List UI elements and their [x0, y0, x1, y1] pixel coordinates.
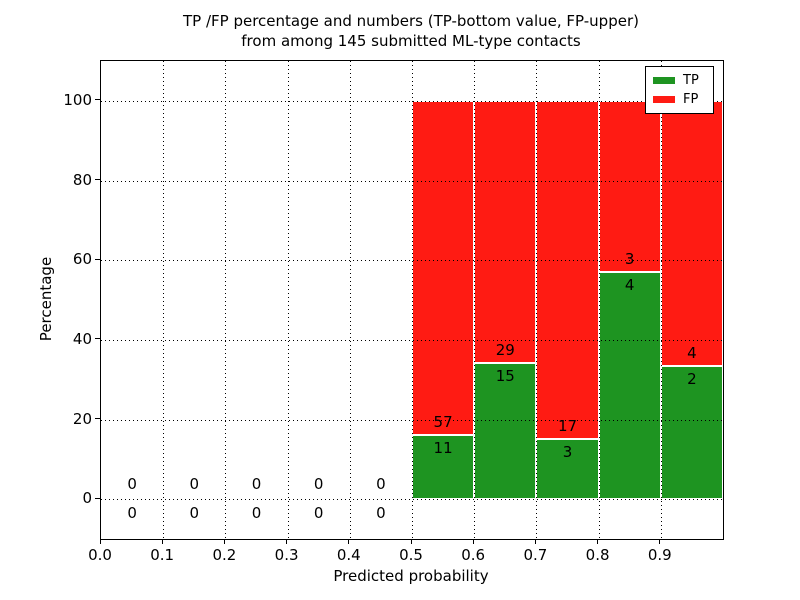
gridline-x-0.8	[598, 61, 600, 539]
y-axis-label: Percentage	[37, 256, 55, 342]
tp-count-label: 4	[624, 275, 635, 294]
x-tick-label-0.8: 0.8	[585, 546, 610, 564]
y-tick-20	[95, 418, 100, 419]
y-tick-80	[95, 179, 100, 180]
x-tick-0.8	[597, 539, 599, 544]
bar-fp-0.9-1	[660, 100, 723, 367]
plot-area: 0 0 0 0 0 0 0 0 0 0 57 11 29 15 17 3 3 4 4 2	[100, 60, 724, 540]
gridline-x-0.5	[412, 61, 413, 539]
fp-count-label: 0	[313, 475, 324, 494]
x-tick-label-0.2: 0.2	[212, 546, 237, 564]
fp-count-label: 0	[251, 475, 262, 494]
y-tick-60	[95, 258, 100, 260]
fp-count-label: 0	[376, 475, 386, 494]
x-tick-label-0.1: 0.1	[150, 546, 175, 564]
tp-count-label: 0	[251, 504, 262, 523]
y-tick-0	[95, 497, 100, 499]
x-tick-label-0.0: 0.0	[88, 546, 112, 564]
x-tick-0.3	[286, 539, 288, 544]
tp-swatch-icon	[653, 76, 675, 84]
tp-count-label: 0	[189, 504, 200, 523]
y-tick-label-80: 80	[72, 170, 92, 189]
y-tick-label-40: 40	[72, 329, 92, 348]
x-tick-label-0.7: 0.7	[523, 546, 548, 564]
gridline-x-0.4	[349, 61, 351, 539]
gridline-x-0.9	[660, 61, 662, 539]
legend-label-fp: FP	[683, 92, 699, 108]
fp-count-label: 29	[495, 341, 515, 360]
gridline-x-0.3	[287, 61, 289, 539]
fp-count-label: 4	[687, 344, 697, 363]
x-tick-label-0.4: 0.4	[336, 546, 361, 564]
x-tick-label-0.6: 0.6	[461, 546, 486, 564]
x-tick-label-0.3: 0.3	[274, 546, 299, 564]
bar-fp-0.7-0.8	[536, 100, 599, 440]
x-tick-label-0.5: 0.5	[399, 546, 423, 564]
bar-tp-0.9-1	[660, 366, 723, 500]
tp-count-label: 0	[376, 504, 386, 523]
x-tick-0.4	[348, 539, 350, 544]
gridline-x-0.6	[474, 61, 476, 539]
x-tick-0.6	[472, 539, 474, 544]
fp-count-label: 3	[624, 249, 635, 268]
y-tick-label-0: 0	[82, 489, 92, 508]
legend-label-tp: TP	[683, 72, 699, 88]
y-tick-label-100: 100	[63, 90, 92, 109]
x-tick-0	[99, 539, 101, 544]
y-tick-40	[95, 338, 100, 340]
x-tick-0.5	[410, 539, 412, 544]
tp-count-label: 2	[687, 370, 697, 389]
tp-count-label: 0	[127, 504, 137, 523]
x-tick-0.2	[223, 539, 225, 544]
gridline-x-0.1	[163, 61, 165, 539]
bar-tp-0.6-0.7	[474, 363, 537, 500]
x-axis-label: Predicted probability	[333, 567, 489, 585]
gridline-x-0.2	[225, 61, 227, 539]
legend-item-tp: TP	[646, 74, 713, 87]
y-tick-100	[95, 99, 100, 101]
bar-fp-0.6-0.7	[474, 100, 537, 364]
tp-count-label: 3	[562, 443, 573, 462]
bar-tp-0.5-0.6	[412, 434, 475, 500]
tp-count-label: 11	[433, 438, 453, 457]
chart-title-line1: TP /FP percentage and numbers (TP-bottom…	[183, 12, 639, 30]
x-tick-0.9	[659, 539, 661, 544]
x-tick-label-0.9: 0.9	[647, 546, 672, 564]
chart-title: TP /FP percentage and numbers (TP-bottom…	[100, 11, 722, 51]
fp-count-label: 0	[189, 475, 200, 494]
tp-count-label: 15	[495, 367, 515, 386]
bar-fp-0.5-0.6	[412, 100, 475, 435]
tp-count-label: 0	[313, 504, 324, 523]
bar-tp-0.8-0.9	[598, 271, 661, 500]
x-tick-0.7	[534, 539, 536, 544]
fp-count-label: 57	[433, 412, 453, 431]
y-tick-label-60: 60	[72, 250, 92, 269]
gridline-x-0.7	[536, 61, 538, 539]
y-tick-label-20: 20	[72, 409, 92, 428]
chart-title-line2: from among 145 submitted ML-type contact…	[241, 32, 581, 50]
legend-item-fp: FP	[646, 93, 713, 106]
fp-count-label: 0	[127, 475, 137, 494]
fp-count-label: 17	[557, 417, 578, 436]
fp-swatch-icon	[653, 96, 675, 104]
legend: TP FP	[645, 66, 714, 114]
bar-fp-0.8-0.9	[598, 100, 661, 272]
x-tick-0.1	[161, 539, 163, 544]
